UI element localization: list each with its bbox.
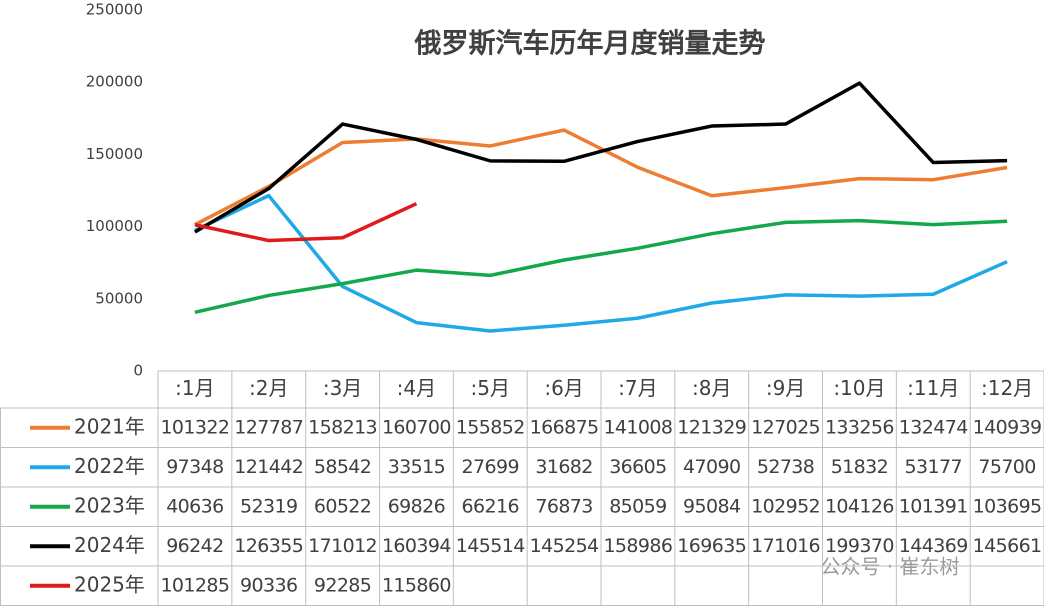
table-value: 103695 bbox=[973, 495, 1042, 517]
table-value: 160394 bbox=[382, 535, 451, 557]
legend-label: 2023年 bbox=[74, 493, 145, 517]
table-value: 102952 bbox=[751, 495, 820, 517]
table-value: 127025 bbox=[751, 416, 820, 438]
x-tick-label: :4月 bbox=[397, 376, 436, 400]
table-value: 75700 bbox=[978, 456, 1035, 478]
x-tick-label: :8月 bbox=[692, 376, 731, 400]
x-tick-label: :2月 bbox=[249, 376, 288, 400]
x-tick-label: :11月 bbox=[907, 376, 959, 400]
table-value: 171016 bbox=[751, 535, 820, 557]
table-value: 169635 bbox=[677, 535, 746, 557]
table-value: 160700 bbox=[382, 416, 451, 438]
table-value: 31682 bbox=[535, 456, 592, 478]
table-value: 97348 bbox=[166, 456, 223, 478]
table-value: 133256 bbox=[825, 416, 894, 438]
y-tick-label: 250000 bbox=[86, 1, 143, 19]
table-value: 47090 bbox=[683, 456, 740, 478]
table-value: 127787 bbox=[234, 416, 303, 438]
table-value: 145661 bbox=[973, 535, 1042, 557]
table-value: 69826 bbox=[388, 495, 445, 517]
table-value: 60522 bbox=[314, 495, 371, 517]
table-value: 121329 bbox=[677, 416, 746, 438]
table-value: 51832 bbox=[831, 456, 888, 478]
table-value: 92285 bbox=[314, 574, 371, 596]
y-tick-label: 0 bbox=[133, 362, 143, 380]
table-value: 115860 bbox=[382, 574, 451, 596]
table-value: 145254 bbox=[530, 535, 599, 557]
table-value: 132474 bbox=[899, 416, 968, 438]
table-value: 144369 bbox=[899, 535, 968, 557]
table-value: 33515 bbox=[388, 456, 445, 478]
x-tick-label: :7月 bbox=[618, 376, 657, 400]
x-tick-label: :9月 bbox=[766, 376, 805, 400]
legend-label: 2024年 bbox=[74, 533, 145, 557]
x-tick-label: :12月 bbox=[981, 376, 1033, 400]
x-tick-label: :1月 bbox=[175, 376, 214, 400]
chart-title: 俄罗斯汽车历年月度销量走势 bbox=[414, 28, 766, 60]
legend-label: 2025年 bbox=[74, 572, 145, 596]
y-tick-label: 150000 bbox=[86, 145, 143, 163]
legend-label: 2022年 bbox=[74, 454, 145, 478]
table-value: 85059 bbox=[609, 495, 666, 517]
x-tick-label: :3月 bbox=[323, 376, 362, 400]
y-tick-label: 200000 bbox=[86, 73, 143, 91]
x-tick-label: :10月 bbox=[833, 376, 885, 400]
table-value: 95084 bbox=[683, 495, 741, 517]
table-value: 76873 bbox=[535, 495, 592, 517]
series-line bbox=[194, 128, 1008, 227]
table-value: 96242 bbox=[166, 535, 223, 557]
series-line bbox=[194, 218, 1008, 315]
y-tick-label: 100000 bbox=[86, 217, 143, 235]
table-value: 101391 bbox=[899, 495, 968, 517]
table-value: 171012 bbox=[308, 535, 377, 557]
y-tick-label: 50000 bbox=[95, 289, 143, 307]
table-value: 104126 bbox=[825, 495, 894, 517]
table-value: 140939 bbox=[973, 416, 1042, 438]
table-value: 66216 bbox=[462, 495, 519, 517]
table-value: 166875 bbox=[530, 416, 599, 438]
table-value: 155852 bbox=[456, 416, 525, 438]
table-value: 121442 bbox=[234, 456, 303, 478]
table-value: 199370 bbox=[825, 535, 894, 557]
legend-label: 2021年 bbox=[74, 414, 145, 438]
table-value: 52319 bbox=[240, 495, 297, 517]
table-value: 158986 bbox=[603, 535, 672, 557]
series-line bbox=[194, 193, 1008, 333]
table-value: 101322 bbox=[160, 416, 229, 438]
table-value: 27699 bbox=[462, 456, 519, 478]
table-value: 58542 bbox=[314, 456, 371, 478]
table-value: 36605 bbox=[609, 456, 666, 478]
table-value: 145514 bbox=[456, 535, 525, 557]
table-value: 40636 bbox=[166, 495, 223, 517]
x-tick-label: :5月 bbox=[471, 376, 510, 400]
x-tick-label: :6月 bbox=[544, 376, 583, 400]
series-line bbox=[194, 202, 418, 243]
table-value: 101285 bbox=[160, 574, 229, 596]
table-value: 158213 bbox=[308, 416, 377, 438]
table-value: 141008 bbox=[603, 416, 672, 438]
table-value: 53177 bbox=[905, 456, 962, 478]
table-value: 52738 bbox=[757, 456, 814, 478]
table-value: 126355 bbox=[234, 535, 303, 557]
table-value: 90336 bbox=[240, 574, 297, 596]
series-line bbox=[194, 81, 1008, 234]
